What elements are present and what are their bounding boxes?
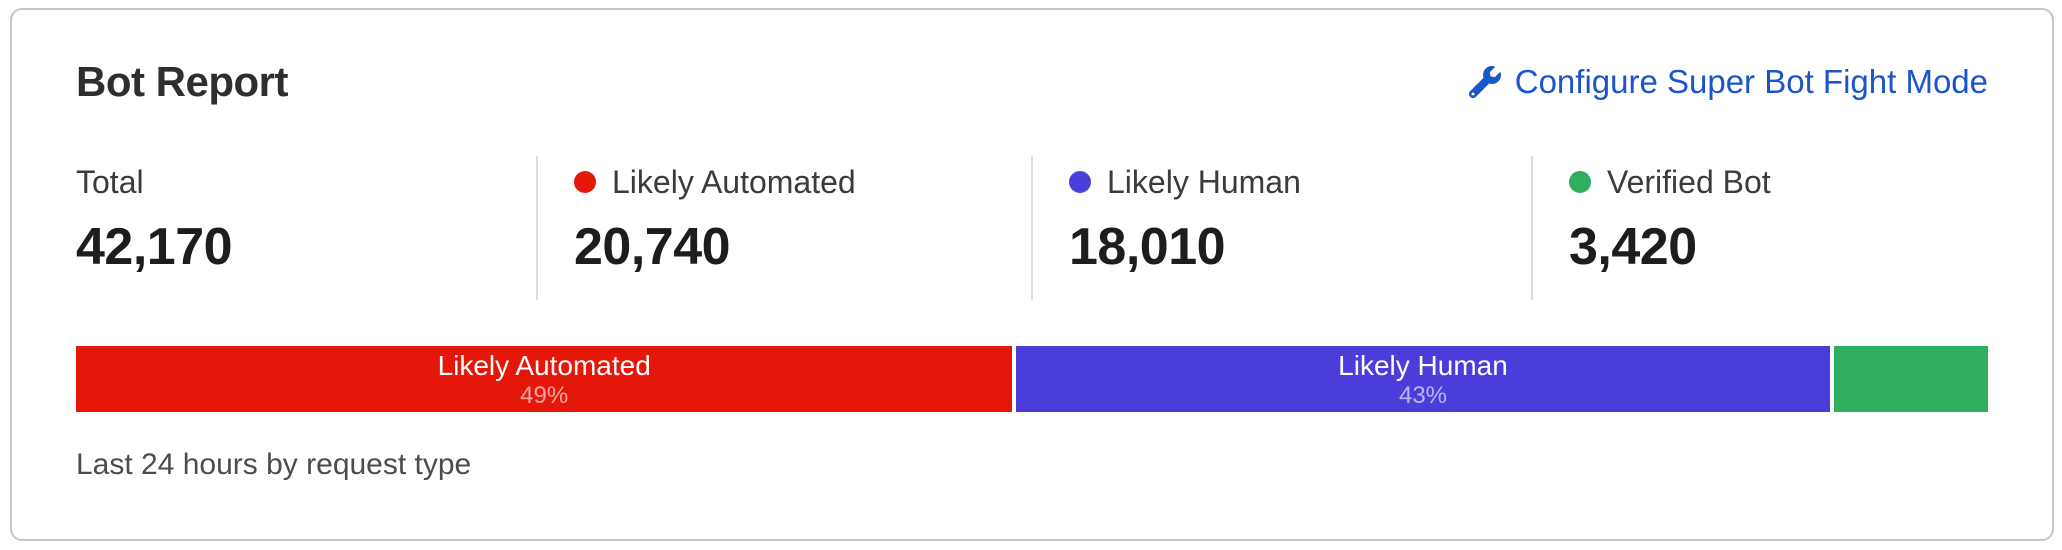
- request-type-stacked-bar: Likely Automated 49% Likely Human 43%: [76, 346, 1989, 412]
- stat-value-likely-human: 18,010: [1069, 218, 1226, 276]
- segment-label: Likely Human: [1338, 350, 1508, 381]
- stat-column-likely-automated: Likely Automated 20,740: [536, 156, 1031, 300]
- bar-segment-likely-human: Likely Human 43%: [1016, 346, 1830, 412]
- card-header: Bot Report Configure Super Bot Fight Mod…: [76, 58, 1988, 106]
- page-title: Bot Report: [76, 58, 288, 105]
- stat-value-verified-bot: 3,420: [1569, 218, 1697, 276]
- stat-value-likely-automated: 20,740: [574, 218, 731, 276]
- chart-caption: Last 24 hours by request type: [76, 448, 472, 481]
- configure-super-bot-fight-mode-link[interactable]: Configure Super Bot Fight Mode: [1468, 63, 1988, 101]
- stat-label-total: Total: [76, 164, 144, 200]
- likely-human-dot-icon: [1069, 171, 1091, 193]
- likely-automated-dot-icon: [574, 171, 596, 193]
- stat-label-verified-bot: Verified Bot: [1607, 164, 1771, 200]
- bar-segment-verified-bot: [1833, 346, 1989, 412]
- stat-column-verified-bot: Verified Bot 3,420: [1531, 156, 1988, 300]
- stat-value-total: 42,170: [76, 218, 233, 276]
- stat-label-likely-human: Likely Human: [1107, 164, 1301, 200]
- bar-segment-likely-automated: Likely Automated 49%: [76, 346, 1013, 412]
- verified-bot-dot-icon: [1569, 171, 1591, 193]
- wrench-icon: [1468, 66, 1501, 98]
- stat-label-likely-automated: Likely Automated: [612, 164, 856, 200]
- stats-row: Total 42,170 Likely Automated 20,740 Lik…: [76, 156, 1988, 300]
- bot-report-card: Bot Report Configure Super Bot Fight Mod…: [10, 8, 2054, 541]
- segment-percent: 43%: [1398, 382, 1448, 409]
- segment-label: Likely Automated: [437, 350, 651, 381]
- stat-column-likely-human: Likely Human 18,010: [1031, 156, 1531, 300]
- segment-percent: 49%: [520, 382, 569, 409]
- stat-column-total: Total 42,170: [76, 156, 536, 300]
- configure-link-label: Configure Super Bot Fight Mode: [1514, 63, 1988, 100]
